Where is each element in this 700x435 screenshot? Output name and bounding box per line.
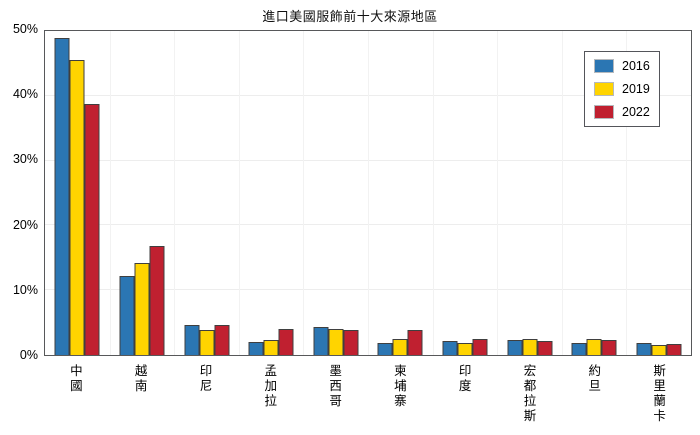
bar-2022-孟加拉 — [278, 329, 294, 355]
bar-2019-墨西哥 — [328, 328, 344, 355]
bar-group-越南 — [119, 245, 165, 355]
chart-title: 進口美國服飾前十大來源地區 — [262, 9, 438, 24]
legend-item-2016: 2016 — [594, 59, 650, 73]
bar-2022-越南 — [149, 245, 165, 355]
legend-item-2022: 2022 — [594, 105, 650, 119]
bar-2016-越南 — [119, 275, 135, 355]
x-tick-label-中國: 中國 — [70, 364, 83, 393]
gridline-v — [303, 31, 305, 355]
x-tick-label-約旦: 約旦 — [588, 364, 602, 393]
gridline-v — [626, 31, 628, 355]
bar-2016-柬埔寨 — [377, 343, 393, 355]
bar-2022-中國 — [84, 103, 100, 355]
bar-2022-約旦 — [601, 340, 617, 355]
bar-2016-印度 — [442, 341, 458, 355]
bar-group-印度 — [442, 338, 488, 355]
legend-label-2022: 2022 — [622, 105, 650, 119]
y-tick-label: 40% — [12, 87, 38, 102]
bar-2019-越南 — [134, 262, 150, 355]
x-tick-label-越南: 越南 — [134, 364, 148, 393]
bar-group-斯里蘭卡 — [636, 342, 682, 355]
bar-2022-印尼 — [214, 325, 229, 355]
x-tick-label-印度: 印度 — [458, 364, 472, 393]
gridline-v — [561, 31, 563, 355]
bar-2016-斯里蘭卡 — [636, 342, 652, 355]
bar-2022-斯里蘭卡 — [666, 344, 682, 355]
legend-label-2016: 2016 — [622, 59, 650, 73]
bar-2016-中國 — [54, 38, 70, 355]
bar-2019-孟加拉 — [263, 339, 279, 355]
legend-swatch-2016 — [594, 59, 614, 73]
x-tick-label-斯里蘭卡: 斯里蘭卡 — [653, 364, 666, 423]
bar-2016-墨西哥 — [313, 327, 329, 355]
legend-swatch-2019 — [594, 82, 614, 96]
x-tick-label-印尼: 印尼 — [199, 364, 213, 393]
bar-2022-印度 — [472, 338, 488, 355]
x-tick-label-孟加拉: 孟加拉 — [264, 364, 278, 408]
x-tick-label-墨西哥: 墨西哥 — [329, 364, 342, 408]
y-tick-label: 0% — [19, 348, 38, 362]
bar-2019-柬埔寨 — [392, 338, 408, 355]
legend: 2016 2019 2022 — [584, 51, 660, 127]
y-tick-label: 20% — [12, 217, 38, 232]
bar-2022-柬埔寨 — [407, 330, 423, 355]
gridline-v — [109, 31, 111, 355]
bar-2019-印度 — [457, 342, 473, 355]
bar-2022-宏都拉斯 — [537, 340, 552, 355]
bar-2016-印尼 — [184, 325, 199, 355]
gridline-v — [497, 31, 499, 355]
bar-group-墨西哥 — [313, 327, 359, 355]
bar-group-柬埔寨 — [377, 330, 423, 355]
y-tick-label: 50% — [12, 22, 38, 36]
bar-2019-斯里蘭卡 — [651, 345, 667, 355]
bar-2016-宏都拉斯 — [507, 340, 522, 355]
bar-2019-宏都拉斯 — [522, 338, 537, 355]
legend-swatch-2022 — [594, 105, 614, 119]
bar-2016-約旦 — [571, 342, 587, 355]
gridline-v — [238, 31, 240, 355]
bar-group-宏都拉斯 — [507, 338, 552, 355]
bar-group-中國 — [54, 38, 100, 355]
bar-group-印尼 — [184, 325, 229, 355]
legend-item-2019: 2019 — [594, 82, 650, 96]
bar-2022-墨西哥 — [343, 329, 359, 355]
gridline-v — [432, 31, 434, 355]
x-tick-label-宏都拉斯: 宏都拉斯 — [523, 364, 537, 423]
bar-2019-印尼 — [199, 329, 214, 355]
bar-group-約旦 — [571, 338, 617, 355]
bar-2019-中國 — [69, 60, 85, 355]
y-tick-label: 30% — [12, 152, 38, 167]
x-tick-label-柬埔寨: 柬埔寨 — [394, 364, 407, 408]
bar-2016-孟加拉 — [248, 342, 264, 355]
gridline-v — [368, 31, 369, 355]
bar-2019-約旦 — [586, 338, 602, 355]
legend-label-2019: 2019 — [622, 82, 650, 96]
bar-group-孟加拉 — [248, 329, 294, 355]
gridline-v — [174, 31, 176, 355]
y-tick-label: 10% — [12, 282, 38, 297]
